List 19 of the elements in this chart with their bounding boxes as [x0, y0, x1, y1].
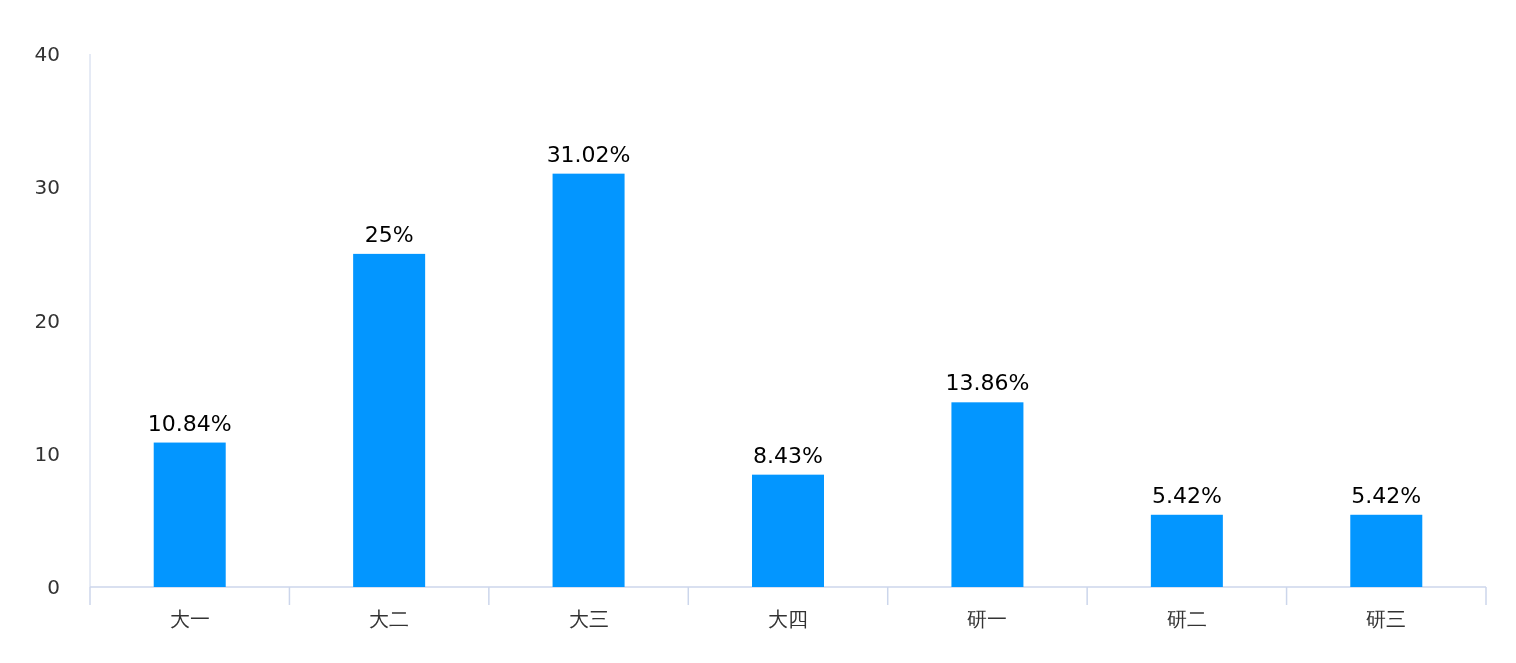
y-tick-label: 20: [34, 308, 60, 333]
data-label: 8.43%: [753, 442, 823, 468]
x-tick-label: 大三: [568, 607, 609, 631]
data-label: 13.86%: [945, 370, 1030, 396]
y-tick-label: 40: [34, 42, 60, 66]
x-tick-label: 大四: [768, 607, 808, 631]
data-label: 10.84%: [147, 410, 232, 436]
data-label: 5.42%: [1351, 482, 1422, 508]
y-tick-label: 10: [34, 441, 60, 466]
x-tick-label: 研三: [1366, 607, 1407, 631]
data-label: 25%: [364, 221, 414, 247]
x-tick-label: 研二: [1166, 607, 1207, 631]
x-tick-label: 大二: [369, 607, 410, 631]
x-tick-label: 大一: [169, 607, 210, 631]
y-tick-label: 30: [34, 175, 60, 200]
x-tick-label: 研一: [967, 607, 1008, 631]
y-tick-label: 0: [47, 575, 60, 599]
data-label: 31.02%: [546, 141, 631, 167]
data-label: 5.42%: [1151, 482, 1222, 508]
